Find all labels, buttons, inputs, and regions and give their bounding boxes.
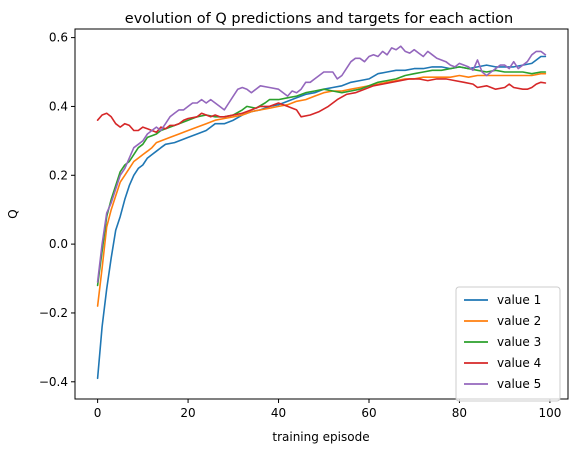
x-tick-label: 80 xyxy=(452,406,467,420)
series-line-value-3 xyxy=(96,66,547,287)
legend-entry-label: value 5 xyxy=(497,377,541,391)
legend-entry-label: value 2 xyxy=(497,314,541,328)
x-tick-label: 40 xyxy=(271,406,286,420)
x-tick-label: 0 xyxy=(94,406,102,420)
legend-entry-label: value 1 xyxy=(497,293,541,307)
x-tick-label: 60 xyxy=(361,406,376,420)
series-line-value-4 xyxy=(96,78,547,134)
y-axis-label: Q xyxy=(6,209,20,218)
x-axis: 0 20 40 60 80 100 xyxy=(94,399,561,420)
legend-entry-label: value 4 xyxy=(497,356,541,370)
legend-box xyxy=(455,286,561,402)
y-tick-label: −0.4 xyxy=(39,375,68,389)
plot-frame xyxy=(74,28,569,400)
series-layer xyxy=(96,45,547,380)
legend-entry-label: value 3 xyxy=(497,335,541,349)
x-axis-label: training episode xyxy=(272,430,369,444)
series-line-value-2 xyxy=(96,72,547,307)
y-axis: −0.4 −0.2 0.0 0.2 0.4 0.6 xyxy=(39,31,75,389)
x-tick-label: 100 xyxy=(538,406,561,420)
y-tick-label: 0.6 xyxy=(49,31,68,45)
chart-title: evolution of Q predictions and targets f… xyxy=(125,11,513,27)
y-tick-label: 0.4 xyxy=(49,99,68,113)
y-tick-label: 0.2 xyxy=(49,168,68,182)
series-line-value-5 xyxy=(96,45,547,283)
x-tick-label: 20 xyxy=(180,406,195,420)
legend: value 1 value 2 value 3 value 4 value 5 xyxy=(455,286,561,402)
plot-area xyxy=(74,28,569,400)
y-tick-label: 0.0 xyxy=(49,237,68,251)
y-tick-label: −0.2 xyxy=(39,306,68,320)
